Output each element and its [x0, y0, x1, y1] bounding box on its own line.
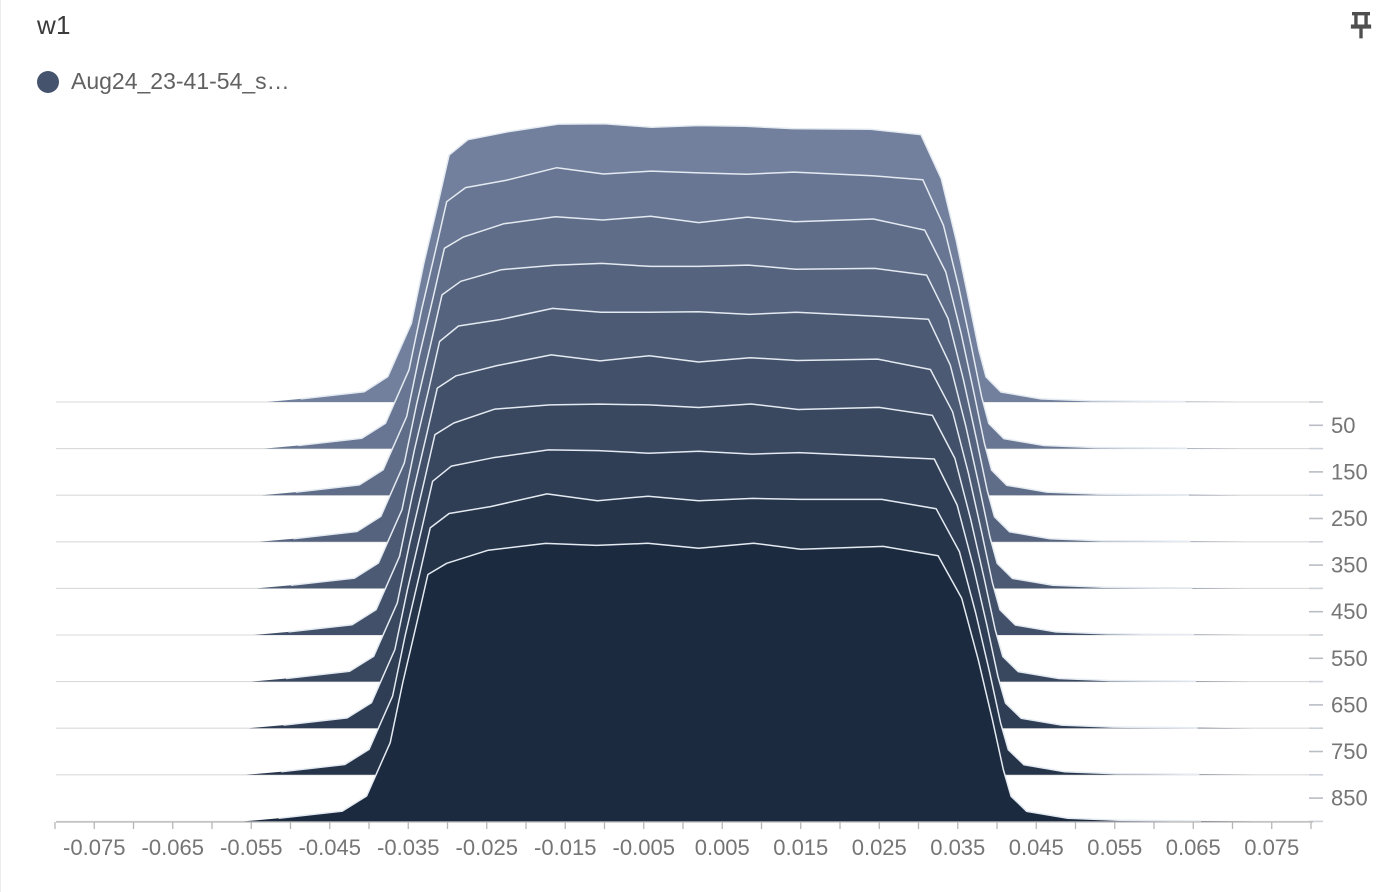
x-tick-label: 0.025	[852, 835, 907, 860]
ridge-outline-1	[298, 166, 1188, 449]
step-tick-label: 50	[1331, 413, 1355, 438]
x-tick-label: -0.015	[534, 835, 596, 860]
ridge-outline-6	[286, 403, 1196, 682]
step-tick-label: 350	[1331, 553, 1368, 578]
step-axis: 50 150 250 350 450 550 650 750 850	[1309, 413, 1368, 811]
step-tick-label: 650	[1331, 692, 1368, 717]
step-tick-label: 550	[1331, 646, 1368, 671]
x-tick-label: -0.025	[456, 835, 518, 860]
ridges	[55, 123, 1314, 822]
step-tick-label: 450	[1331, 599, 1368, 624]
step-tick-label: 850	[1331, 786, 1368, 811]
ridge-outline-3	[293, 262, 1191, 543]
ridge-outline-5	[288, 354, 1195, 636]
ridge-outline-2	[295, 215, 1189, 496]
x-tick-label: -0.075	[63, 835, 125, 860]
x-tick-label: -0.065	[142, 835, 204, 860]
ridge-outline-7	[283, 449, 1198, 729]
x-tick-label: 0.015	[773, 835, 828, 860]
step-tick-label: 750	[1331, 739, 1368, 764]
legend-run-label[interactable]: Aug24_23-41-54_s…	[71, 68, 290, 94]
ridge-outline-9	[278, 542, 1202, 822]
step-tick-label: 250	[1331, 506, 1368, 531]
x-tick-label: 0.005	[695, 835, 750, 860]
ridge-outline-8	[281, 493, 1200, 776]
x-tick-label: -0.035	[377, 835, 439, 860]
legend-swatch	[37, 70, 59, 93]
pin-icon	[1350, 11, 1372, 39]
x-axis: -0.075 -0.065 -0.055 -0.045 -0.035 -0.025 -0.0…	[54, 821, 1313, 860]
ridge-9	[55, 543, 1314, 822]
pin-button[interactable]	[1339, 4, 1383, 48]
x-tick-label: -0.055	[220, 835, 282, 860]
legend: Aug24_23-41-54_s…	[37, 68, 290, 95]
ridge-outline-4	[290, 307, 1193, 589]
x-tick-label: 0.035	[930, 835, 985, 860]
x-tick-label: -0.045	[299, 835, 361, 860]
x-tick-label: 0.065	[1166, 835, 1221, 860]
x-tick-label: 0.045	[1009, 835, 1064, 860]
x-tick-label: -0.005	[613, 835, 675, 860]
ridge-outline-0	[300, 123, 1186, 403]
x-tick-label: 0.075	[1244, 835, 1299, 860]
x-tick-label: 0.055	[1087, 835, 1142, 860]
page-title: w1	[37, 10, 71, 40]
step-tick-label: 150	[1331, 459, 1368, 484]
